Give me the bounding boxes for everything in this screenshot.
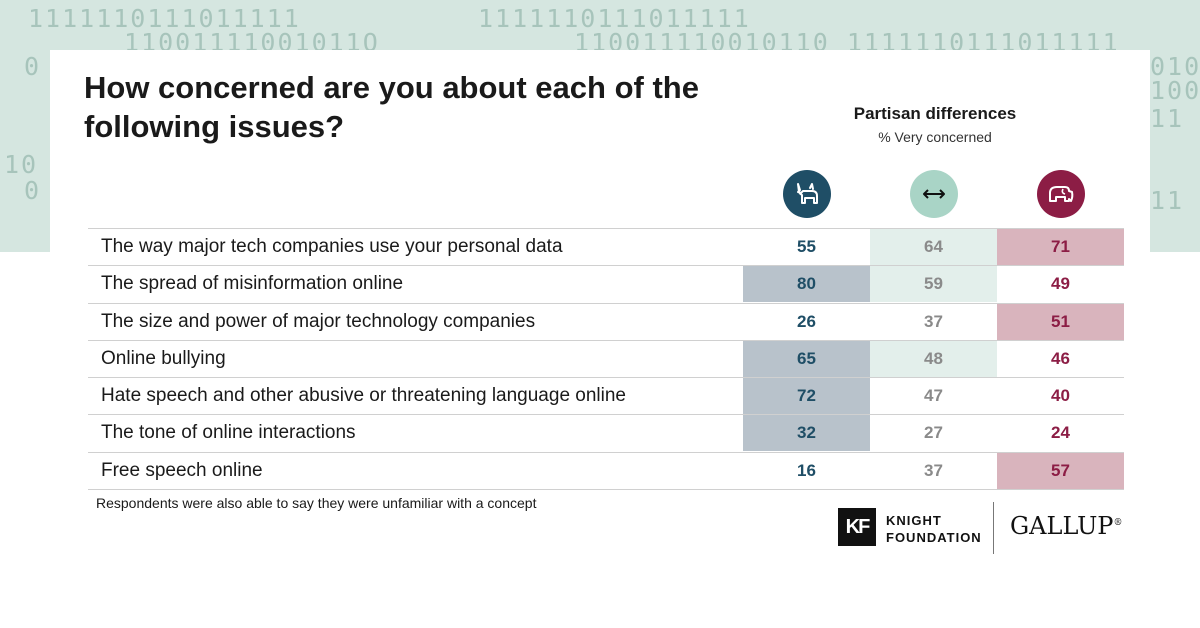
- binary-decoration: 0: [24, 176, 42, 205]
- democrat-value: 26: [797, 311, 816, 331]
- foundation-line: FOUNDATION: [886, 530, 982, 545]
- table-row: Hate speech and other abusive or threate…: [88, 378, 1124, 416]
- table-row: The way major tech companies use your pe…: [88, 229, 1124, 267]
- democrat-value: 65: [743, 340, 870, 377]
- issue-label: The size and power of major technology c…: [101, 310, 536, 332]
- content-card: [50, 50, 1150, 628]
- independent-value: 64: [870, 229, 997, 265]
- table-row: The tone of online interactions 32 27 24: [88, 415, 1124, 453]
- gallup-logo: GALLUP®: [1010, 512, 1122, 540]
- issue-label: The spread of misinformation online: [101, 273, 404, 295]
- chart-title: How concerned are you about each of the …: [84, 70, 699, 144]
- issue-label: The way major tech companies use your pe…: [101, 236, 563, 257]
- binary-decoration: 0: [24, 52, 42, 81]
- independent-value: 27: [924, 423, 943, 443]
- knight-foundation-logo-mark: KF: [838, 508, 876, 546]
- republican-value: 57: [997, 452, 1124, 489]
- republican-value: 46: [1051, 348, 1070, 368]
- knight-line: KNIGHT: [886, 513, 942, 528]
- republican-value: 24: [1051, 423, 1070, 443]
- table-row: Free speech online 16 37 57: [88, 452, 1124, 491]
- binary-decoration: 11: [1150, 104, 1185, 133]
- elephant-icon: [1037, 170, 1085, 218]
- logo-divider: [993, 502, 994, 554]
- republican-value: 40: [1051, 386, 1070, 406]
- donkey-icon: [783, 170, 831, 218]
- republican-value: 51: [997, 303, 1124, 340]
- democrat-value: 80: [743, 266, 870, 303]
- table-row: The size and power of major technology c…: [88, 303, 1124, 341]
- democrat-value: 72: [743, 378, 870, 415]
- issue-label: Free speech online: [101, 459, 263, 481]
- independent-value: 59: [870, 266, 997, 303]
- registered-mark: ®: [1113, 518, 1123, 528]
- table-row: Online bullying 65 48 46: [88, 340, 1124, 379]
- republican-value: 49: [1051, 274, 1070, 294]
- binary-decoration: 10: [4, 150, 39, 179]
- binary-decoration: 100: [1150, 76, 1200, 105]
- binary-decoration: 010: [1150, 52, 1200, 81]
- double-arrow-icon: [910, 170, 958, 218]
- republican-value: 71: [997, 229, 1124, 265]
- footnote: Respondents were also able to say they w…: [96, 495, 537, 511]
- issue-label: Hate speech and other abusive or threate…: [101, 385, 626, 407]
- democrat-value: 55: [797, 237, 816, 256]
- gallup-wordmark: GALLUP: [1010, 512, 1114, 540]
- partisan-title: Partisan differences: [853, 104, 1017, 123]
- issue-label: The tone of online interactions: [101, 422, 356, 444]
- democrat-value: 16: [797, 460, 816, 480]
- partisan-subtitle: % Very concerned: [878, 129, 992, 145]
- independent-value: 37: [924, 460, 943, 480]
- issue-label: Online bullying: [101, 347, 226, 369]
- binary-decoration: 11: [1150, 186, 1185, 215]
- democrat-value: 32: [743, 415, 870, 452]
- binary-decoration: 1111110111011111: [478, 4, 751, 33]
- independent-value: 48: [870, 340, 997, 377]
- independent-value: 37: [924, 311, 943, 331]
- issues-table: The way major tech companies use your pe…: [88, 228, 1124, 491]
- binary-decoration: 1111110111011111: [28, 4, 301, 33]
- knight-foundation-logo-text: KNIGHT FOUNDATION: [886, 512, 982, 546]
- table-row: The spread of misinformation online 80 59 4…: [88, 266, 1124, 304]
- independent-value: 47: [924, 386, 943, 406]
